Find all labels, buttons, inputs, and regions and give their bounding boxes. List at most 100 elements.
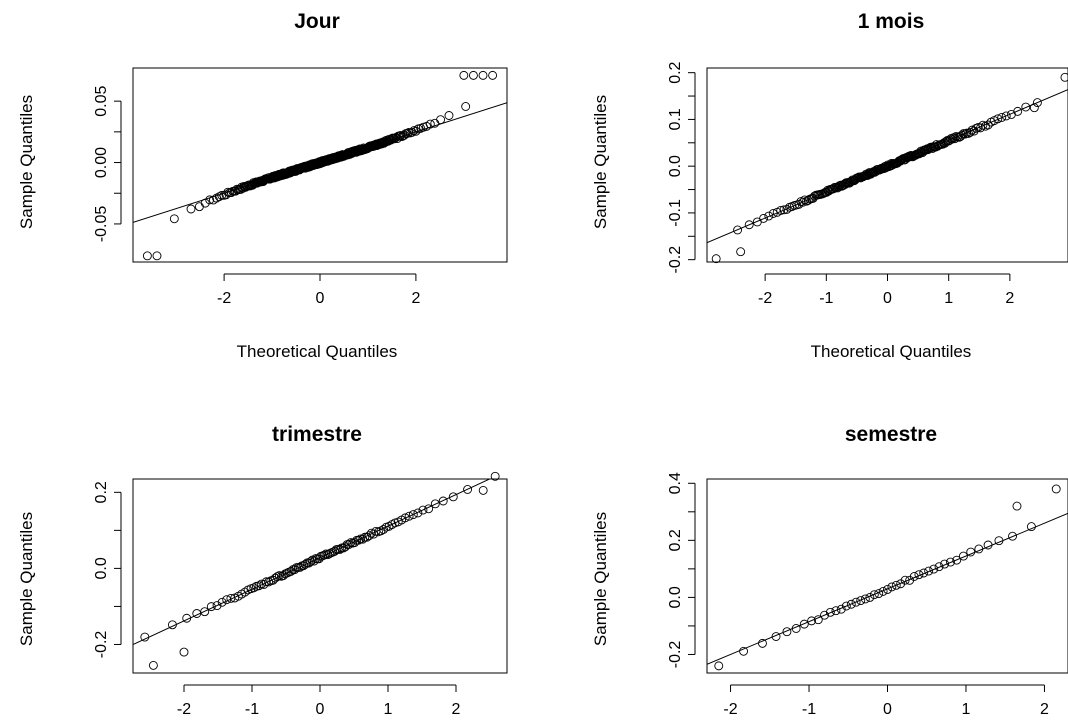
sample-point [764, 211, 774, 221]
x-tick-label: 2 [1005, 290, 1014, 307]
sample-point [425, 119, 435, 129]
sample-point [856, 596, 866, 606]
sample-point [874, 589, 884, 599]
sample-point [967, 125, 977, 135]
sample-point [860, 594, 870, 604]
sample-point [461, 102, 471, 111]
sample-point [825, 607, 835, 617]
sample-point [940, 559, 950, 569]
sample-point [1051, 484, 1061, 494]
sample-point [865, 592, 875, 602]
sample-point [179, 647, 189, 657]
sample-point [400, 513, 410, 523]
plot-area: -2 -1 0 1 2 -0.2 0.0 0.2 [93, 471, 508, 718]
y-tick-label: 0.1 [667, 108, 684, 130]
sample-point [858, 172, 868, 182]
panel-jour: Jour Theoretical Quantiles Sample Quanti… [17, 10, 508, 361]
sample-point [200, 198, 210, 208]
panel-title: Jour [294, 10, 340, 33]
sample-point [217, 597, 227, 607]
sample-point [768, 209, 778, 218]
sample-point [966, 547, 976, 557]
sample-point [1032, 98, 1042, 108]
sample-point [1001, 111, 1011, 121]
sample-point [818, 189, 828, 199]
sample-point [478, 485, 488, 495]
sample-point [142, 251, 152, 261]
y-tick-label: -0.1 [667, 199, 684, 227]
panel-semestre: semestre Sample Quantiles -2 -1 0 1 2 -0.2 0.0… [591, 423, 1068, 718]
x-axis-label: Theoretical Quantiles [237, 342, 398, 361]
sample-point [976, 123, 985, 133]
plot-box [132, 67, 508, 263]
sample-point [836, 604, 846, 614]
sample-point [448, 492, 458, 502]
y-axis-label: Sample Quantiles [591, 95, 610, 229]
sample-point [478, 70, 488, 80]
sample-point [319, 550, 329, 560]
x-tick-label: -2 [758, 290, 772, 307]
sample-point [929, 564, 939, 574]
sample-point [364, 531, 374, 541]
y-tick-label: 0.0 [93, 557, 110, 579]
y-tick-label: 0.4 [667, 472, 684, 494]
x-tick-label: -1 [245, 701, 259, 718]
sample-point [799, 619, 809, 629]
sample-point [459, 70, 469, 80]
sample-point [960, 129, 970, 139]
sample-point [194, 202, 204, 212]
sample-point [1012, 501, 1022, 511]
sample-point [468, 70, 478, 80]
sample-point [148, 660, 158, 670]
y-axis-label: Sample Quantiles [17, 512, 36, 646]
sample-point [927, 143, 937, 152]
panel-title: 1 mois [858, 10, 925, 33]
y-tick-label: -0.2 [667, 641, 684, 669]
sample-point [736, 247, 746, 257]
x-tick-label: 2 [411, 290, 420, 307]
panel-title: semestre [845, 423, 937, 446]
sample-point [169, 214, 179, 224]
sample-point [820, 610, 829, 620]
sample-point [791, 624, 801, 633]
sample-point [321, 549, 331, 559]
y-tick-label: -0.2 [93, 631, 110, 659]
sample-point [846, 599, 856, 609]
sample-point [1060, 72, 1068, 82]
plot-box [706, 67, 1068, 263]
sample-point [997, 112, 1007, 122]
sample-point [259, 579, 269, 589]
x-tick-label: -2 [217, 290, 231, 307]
sample-point [205, 195, 215, 205]
sample-point [711, 254, 721, 264]
sample-point [1008, 531, 1017, 541]
x-tick-label: 0 [316, 290, 325, 307]
sample-point [386, 135, 396, 145]
sample-point [900, 575, 910, 585]
sample-point [399, 130, 409, 140]
sample-point [878, 586, 888, 596]
y-tick-label: 0.05 [93, 85, 110, 116]
sample-point [744, 220, 754, 230]
sample-point [424, 504, 434, 514]
sample-point [714, 661, 724, 671]
sample-point [249, 583, 259, 593]
sample-point [833, 183, 842, 193]
x-axis-label: Theoretical Quantiles [811, 342, 972, 361]
x-tick-label: -1 [819, 290, 833, 307]
qq-reference-line [707, 512, 1068, 665]
sample-point [488, 70, 498, 80]
x-tick-label: -1 [802, 701, 816, 718]
y-tick-label: 0.2 [93, 481, 110, 503]
plot-area: -2 -1 0 1 2 -0.2 0.0 0.2 0.4 [667, 472, 1068, 718]
sample-point [934, 562, 944, 572]
sample-point [214, 192, 224, 202]
sample-point [152, 251, 162, 261]
sample-point [813, 615, 823, 625]
sample-point [200, 607, 210, 617]
sample-point [413, 508, 423, 518]
sample-point [186, 204, 196, 214]
sample-point [782, 204, 792, 214]
sample-point [952, 555, 962, 565]
sample-point [463, 485, 473, 494]
